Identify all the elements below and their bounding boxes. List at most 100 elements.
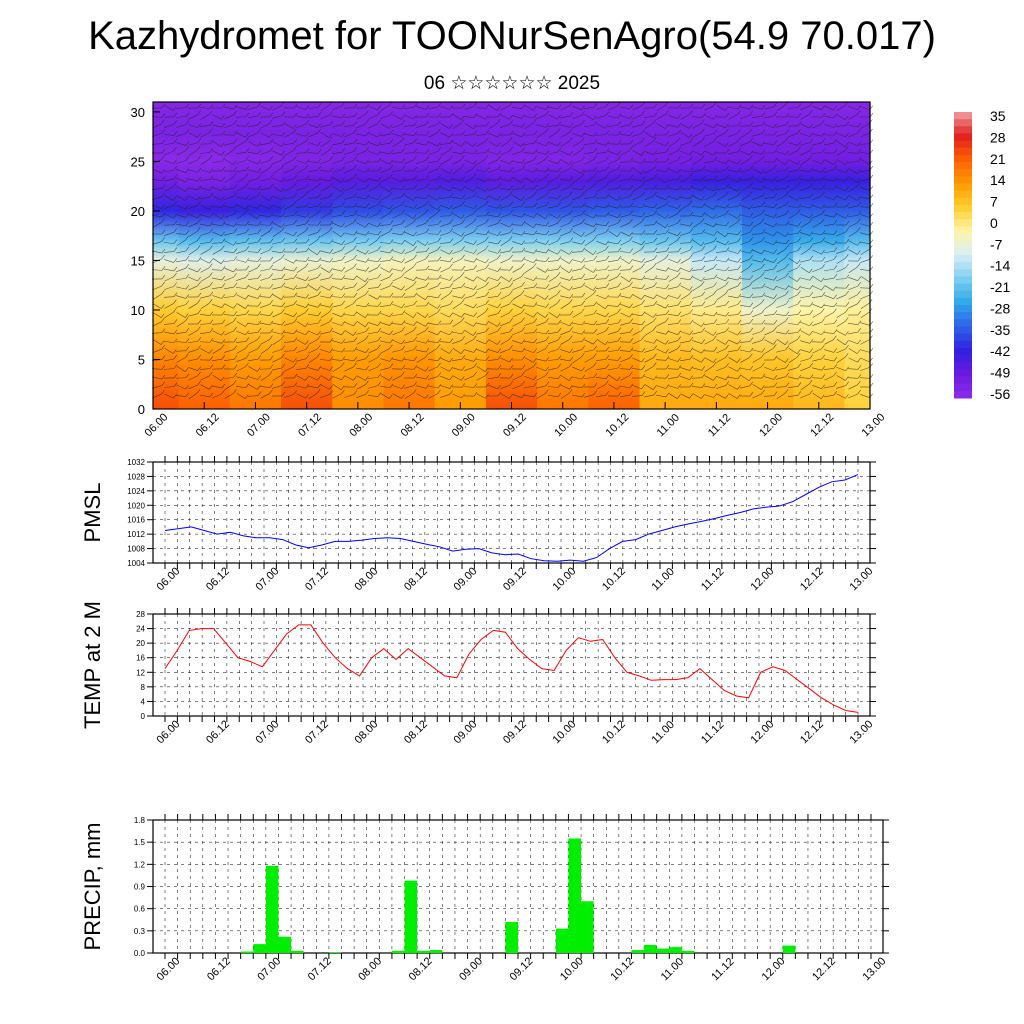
colorbar-swatch	[954, 297, 972, 306]
wind-barb	[584, 285, 594, 291]
wind-barb	[356, 222, 366, 228]
wind-barb-feather	[677, 384, 682, 389]
wind-barb	[548, 331, 558, 335]
wind-barb-feather	[581, 240, 586, 245]
wind-barb-feather	[389, 191, 393, 196]
wind-barb-feather	[220, 214, 225, 219]
wind-barb-feather	[497, 303, 501, 308]
wind-barb-feather	[293, 346, 298, 351]
wind-barb-feather	[173, 174, 178, 180]
wind-barb-feather	[809, 309, 814, 315]
wind-barb-feather	[689, 366, 693, 371]
wind-barb-feather	[605, 174, 609, 179]
wind-barb-feather	[532, 263, 537, 268]
wind-barb	[404, 195, 414, 201]
wind-barb	[356, 284, 366, 292]
wind-barb	[475, 233, 487, 235]
wind-barb	[644, 340, 654, 344]
wind-barb-feather	[845, 394, 849, 399]
wind-barb-feather	[749, 213, 754, 218]
wind-barb-feather	[676, 394, 681, 399]
wind-barb-feather	[797, 277, 801, 282]
wind-barb	[560, 141, 570, 147]
wind-barb-feather	[389, 272, 393, 278]
wind-barb	[391, 161, 403, 163]
wind-barb-feather	[569, 327, 573, 332]
wind-barb-feather	[257, 221, 262, 226]
wind-barb	[452, 167, 462, 175]
wind-barb-feather	[173, 120, 177, 125]
wind-barb-feather	[365, 365, 370, 371]
wind-barb-feather	[305, 393, 309, 399]
wind-barb-feather	[677, 365, 682, 370]
wind-barb-feather	[364, 313, 369, 318]
wind-barb-feather	[328, 146, 333, 151]
wind-barb	[488, 141, 498, 147]
wind-barb-feather	[509, 381, 513, 386]
wind-barb	[152, 393, 162, 399]
wind-barb	[632, 105, 642, 111]
colorbar-swatch	[954, 347, 972, 356]
wind-barb-feather	[797, 222, 802, 227]
wind-barb	[740, 159, 750, 165]
wind-barb	[752, 303, 762, 309]
wind-barb-feather	[808, 110, 813, 115]
wind-barb	[800, 349, 810, 353]
wind-barb	[260, 385, 270, 389]
wind-barb-feather	[293, 285, 298, 290]
wind-barb	[416, 196, 426, 200]
wind-barb	[152, 348, 162, 354]
wind-barb	[212, 223, 222, 227]
wind-barb-feather	[521, 308, 525, 314]
wind-barb	[200, 204, 210, 210]
colorbar-swatch	[954, 290, 972, 299]
wind-barb-feather	[197, 218, 201, 224]
wind-barb	[344, 249, 354, 255]
wind-barb-feather	[641, 203, 646, 208]
wind-barb	[284, 394, 294, 398]
wind-barb	[164, 358, 174, 362]
wind-barb	[391, 314, 403, 316]
wind-barb-feather	[713, 331, 717, 336]
wind-barb-feather	[713, 347, 718, 352]
wind-barb-feather	[281, 150, 285, 156]
wind-barb	[260, 151, 270, 155]
wind-barb-feather	[533, 392, 538, 397]
wind-barb-feather	[173, 182, 177, 187]
wind-barb	[404, 133, 414, 137]
wind-barb-feather	[857, 178, 861, 183]
wind-barb	[236, 303, 246, 309]
wind-barb-feather	[245, 156, 249, 161]
wind-barb-feather	[689, 194, 694, 199]
wind-barb	[224, 276, 234, 282]
wind-barb-feather	[268, 371, 273, 376]
wind-barb-feather	[473, 322, 477, 327]
precip-bar	[404, 880, 418, 953]
wind-barb	[260, 249, 270, 255]
wind-barb	[703, 260, 715, 262]
wind-barb-feather	[773, 164, 777, 170]
wind-barb-feather	[280, 227, 285, 232]
wind-barb-feather	[293, 259, 297, 264]
wind-barb	[632, 277, 642, 281]
wind-barb-feather	[628, 277, 633, 282]
wind-barb	[548, 232, 558, 236]
wind-barb-feather	[413, 365, 418, 370]
colorbar-swatch	[954, 319, 972, 327]
wind-barb-feather	[617, 256, 622, 261]
wind-barb	[728, 213, 738, 219]
wind-barb-feather	[317, 264, 322, 269]
wind-barb	[776, 338, 786, 346]
wind-barb-feather	[221, 294, 226, 299]
wind-barb-feather	[437, 383, 442, 389]
wind-barb-feather	[689, 167, 694, 172]
wind-barb	[524, 195, 534, 201]
wind-barb-feather	[509, 373, 514, 379]
wind-barb-feather	[341, 148, 346, 153]
wind-barb-feather	[749, 365, 754, 371]
wind-barb	[823, 233, 835, 235]
wind-barb-feather	[713, 168, 718, 173]
heatmap-cell	[741, 102, 794, 409]
wind-barb	[824, 339, 834, 345]
wind-barb-feather	[593, 268, 597, 273]
